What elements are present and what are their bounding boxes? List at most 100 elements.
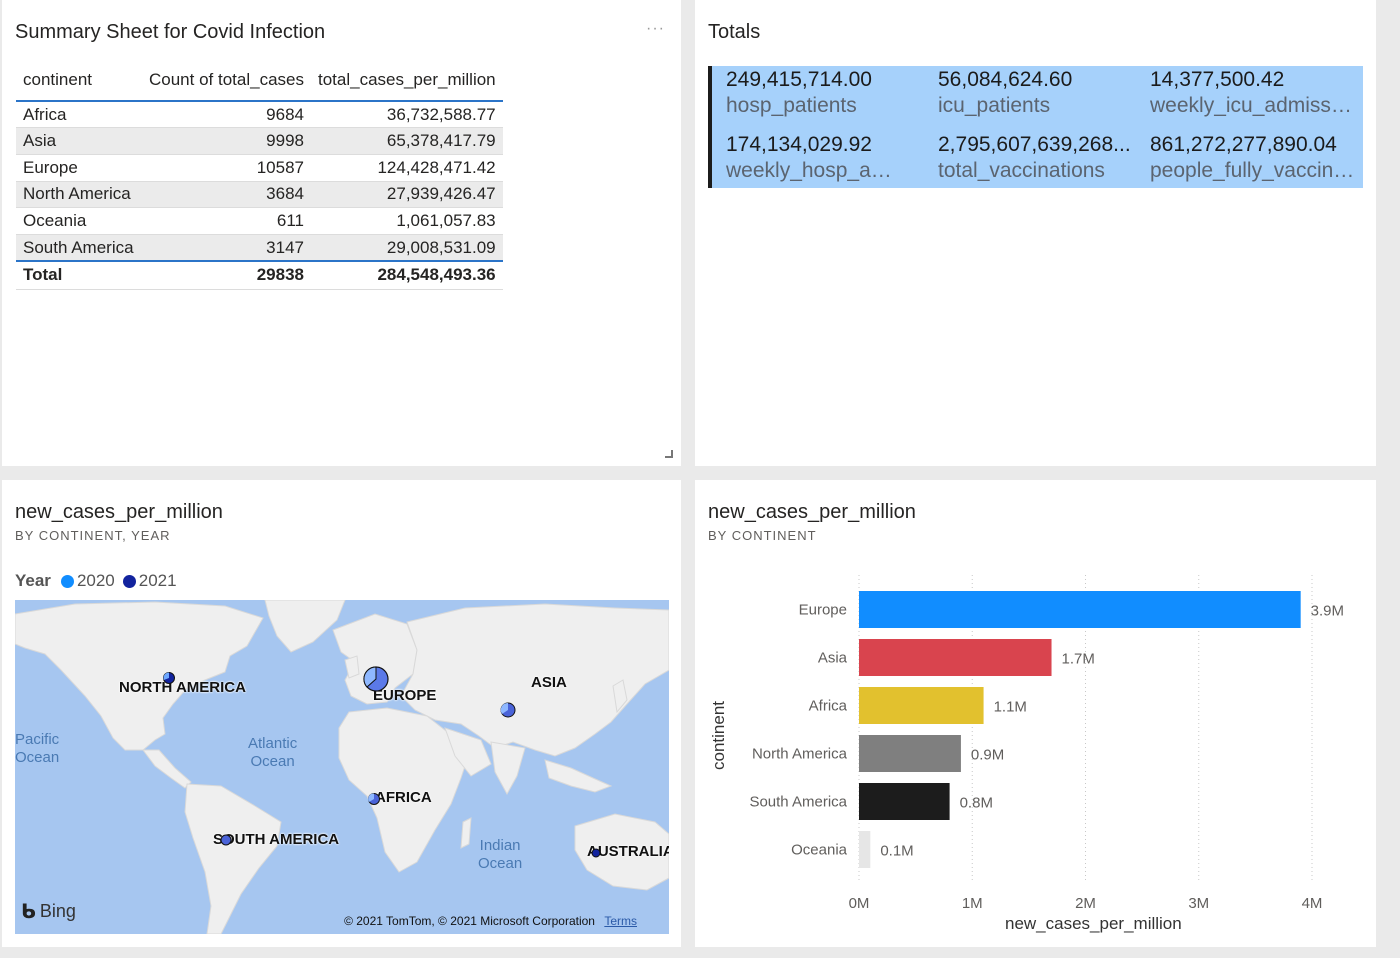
bing-icon: ᑲ <box>21 901 36 923</box>
bar-south-america[interactable] <box>859 783 950 820</box>
col-header-continent[interactable]: continent <box>23 70 92 89</box>
label-australia: AUSTRALIA <box>587 843 669 860</box>
cell-continent: Asia <box>23 131 57 151</box>
card-value: 56,084,624.60 <box>938 68 1073 91</box>
card-people-fully-vaccinated: 861,272,277,890.04 people_fully_vaccina.… <box>1150 133 1355 183</box>
legend-2021-swatch <box>122 574 136 588</box>
col-header-per-million[interactable]: total_cases_per_million <box>317 70 496 89</box>
bar-europe[interactable] <box>859 591 1301 628</box>
total-count: 29838 <box>256 265 304 285</box>
card-label: hosp_patients <box>726 94 857 117</box>
bar-chart-panel: new_cases_per_million BY CONTINENT 0M 1M 2… <box>695 480 1376 947</box>
data-label: 0.9M <box>971 747 1004 764</box>
resize-handle-icon[interactable] <box>665 450 673 458</box>
table-row[interactable]: Asia 9998 65,378,417.79 <box>16 127 503 155</box>
card-weekly-hosp: 174,134,029.92 weekly_hosp_ad... <box>726 133 898 183</box>
summary-panel: Summary Sheet for Covid Infection ··· co… <box>2 0 681 466</box>
table-total-row: Total 29838 284,548,493.36 <box>16 261 503 290</box>
cell-per-million: 27,939,426.47 <box>386 184 496 204</box>
map-copyright: © 2021 TomTom, © 2021 Microsoft Corporat… <box>344 914 637 928</box>
y-tick-label: Europe <box>799 602 847 619</box>
cell-per-million: 65,378,417.79 <box>386 131 496 151</box>
x-tick-label: 0M <box>849 895 870 912</box>
table-row[interactable]: North America 3684 27,939,426.47 <box>16 181 503 208</box>
map-legend: Year 2020 2021 <box>15 571 185 591</box>
data-label: 1.7M <box>1062 651 1095 668</box>
x-tick-label: 2M <box>1075 895 1096 912</box>
cell-count: 9684 <box>266 104 304 124</box>
card-total-vaccinations: 2,795,607,639,268... total_vaccinations <box>938 133 1143 183</box>
cell-per-million: 124,428,471.42 <box>377 157 496 177</box>
table-row[interactable]: Africa 9684 36,732,588.77 <box>16 101 503 128</box>
label-africa: AFRICA <box>375 789 432 806</box>
cell-continent: North America <box>23 184 131 204</box>
cell-count: 3684 <box>266 184 304 204</box>
data-label: 3.9M <box>1311 603 1344 620</box>
legend-2020-swatch <box>60 574 74 588</box>
card-value: 861,272,277,890.04 <box>1150 133 1337 156</box>
data-label: 1.1M <box>994 699 1027 716</box>
col-header-count[interactable]: Count of total_cases <box>149 70 304 89</box>
cell-count: 3147 <box>266 237 304 257</box>
cell-per-million: 36,732,588.77 <box>386 104 496 124</box>
bar-north-america[interactable] <box>859 735 961 772</box>
data-label: 0.1M <box>880 843 913 860</box>
cell-count: 10587 <box>256 157 304 177</box>
copyright-text: © 2021 TomTom, © 2021 Microsoft Corporat… <box>344 914 595 928</box>
legend-title: Year <box>15 571 51 590</box>
legend-item-2020[interactable]: 2020 <box>76 571 115 590</box>
card-icu-patients: 56,084,624.60 icu_patients <box>938 68 1143 118</box>
legend-item-2021[interactable]: 2021 <box>138 571 177 590</box>
bing-label: Bing <box>39 901 76 921</box>
totals-card-group[interactable]: 249,415,714.00 hosp_patients 56,084,624.… <box>708 66 1363 188</box>
total-per-million: 284,548,493.36 <box>377 265 496 285</box>
table-row[interactable]: Oceania 611 1,061,057.83 <box>16 207 503 235</box>
label-north-america: NORTH AMERICA <box>119 679 246 696</box>
label-atlantic-ocean: Atlantic Ocean <box>248 735 298 770</box>
label-south-america: SOUTH AMERICA <box>213 831 340 848</box>
summary-title: Summary Sheet for Covid Infection <box>15 21 326 43</box>
map-subtitle: BY CONTINENT, YEAR <box>15 528 171 543</box>
table-header-row: continent Count of total_cases total_cas… <box>16 66 503 101</box>
bing-logo: ᑲ Bing <box>21 899 76 924</box>
label-europe: EUROPE <box>373 687 437 704</box>
card-label: total_vaccinations <box>938 159 1105 182</box>
y-tick-label: Africa <box>809 698 848 715</box>
map-land-shapes <box>15 600 669 934</box>
y-tick-label: South America <box>749 794 847 811</box>
card-label: weekly_hosp_ad... <box>726 159 898 182</box>
bar-asia[interactable] <box>859 639 1052 676</box>
x-tick-label: 3M <box>1188 895 1209 912</box>
bar-chart[interactable]: 0M 1M 2M 3M 4M Europe 3.9M Asia 1.7M Africa 1.1M No… <box>695 480 1376 947</box>
cell-per-million: 1,061,057.83 <box>396 211 496 231</box>
more-options-icon[interactable]: ··· <box>646 20 665 37</box>
terms-link[interactable]: Terms <box>604 914 637 928</box>
map-title: new_cases_per_million <box>15 501 223 523</box>
world-map[interactable]: NORTH AMERICA EUROPE ASIA AFRICA SOUTH A… <box>15 600 669 934</box>
cell-count: 9998 <box>266 131 304 151</box>
label-pacific-ocean: Pacific Ocean <box>15 731 60 766</box>
x-axis-label: new_cases_per_million <box>1005 914 1182 933</box>
map-panel: new_cases_per_million BY CONTINENT, YEAR… <box>2 480 681 947</box>
y-tick-label: North America <box>752 746 848 763</box>
card-label: icu_patients <box>938 94 1051 117</box>
cell-continent: South America <box>23 237 134 257</box>
card-value: 249,415,714.00 <box>726 68 872 91</box>
cell-per-million: 29,008,531.09 <box>386 237 496 257</box>
table-row[interactable]: South America 3147 29,008,531.09 <box>16 234 503 262</box>
label-indian-ocean: Indian Ocean <box>478 837 523 872</box>
table-row[interactable]: Europe 10587 124,428,471.42 <box>16 154 503 182</box>
card-value: 14,377,500.42 <box>1150 68 1285 91</box>
cell-count: 611 <box>276 211 304 231</box>
x-tick-label: 1M <box>962 895 983 912</box>
bar-africa[interactable] <box>859 687 984 724</box>
bar-title: new_cases_per_million <box>708 501 916 523</box>
card-label: people_fully_vaccina... <box>1150 159 1355 182</box>
label-asia: ASIA <box>531 674 567 691</box>
y-tick-label: Oceania <box>791 842 848 859</box>
cell-continent: Europe <box>23 157 78 177</box>
card-weekly-icu: 14,377,500.42 weekly_icu_admissio... <box>1150 68 1355 118</box>
bar-oceania[interactable] <box>859 831 871 868</box>
data-label: 0.8M <box>960 795 993 812</box>
totals-panel: Totals 249,415,714.00 hosp_patients 56,0… <box>695 0 1376 466</box>
